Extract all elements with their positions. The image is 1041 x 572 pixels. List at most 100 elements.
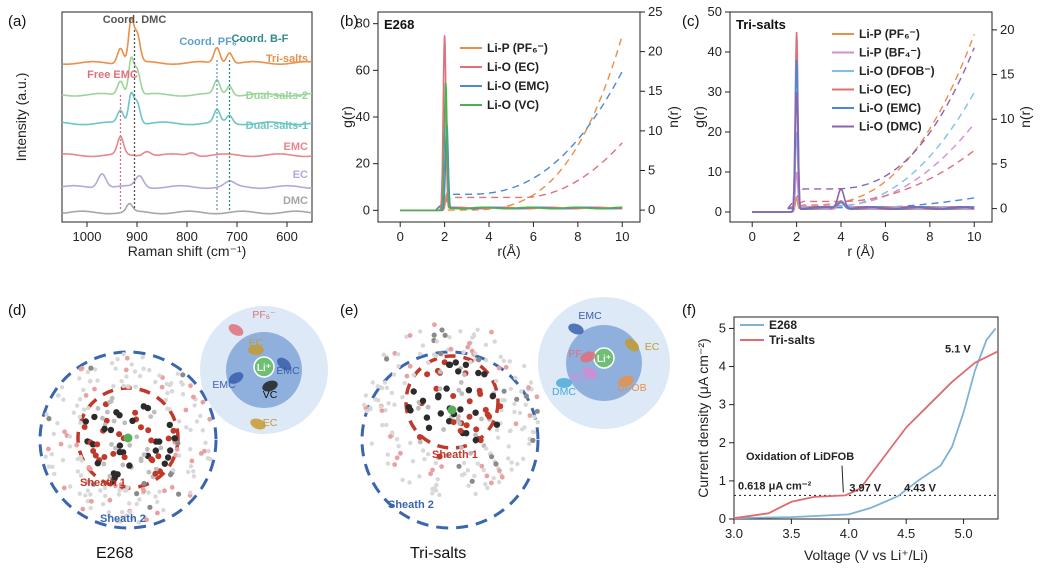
panel-a-series-label: DMC bbox=[283, 195, 308, 207]
pc-ytick-label: 10 bbox=[708, 164, 722, 179]
molecule-atom bbox=[476, 357, 482, 363]
panel-c-rdf-trisalts: (c) Tri-salts 0 2 4 6 8 10 0 10 20 30 40 50 0 5 10 15 20… bbox=[682, 4, 1033, 259]
molecule-atom bbox=[489, 329, 494, 335]
solvent-label: EC bbox=[263, 417, 278, 429]
pb-n-curve bbox=[435, 71, 623, 211]
panel-a-xtick-label: 800 bbox=[176, 229, 198, 244]
molecule-atom bbox=[489, 454, 495, 460]
molecule-atom bbox=[119, 379, 124, 384]
pc-ytick-label: 40 bbox=[708, 44, 722, 59]
molecule-atom bbox=[468, 359, 473, 365]
molecule-atom bbox=[416, 405, 421, 411]
solvent-molecule bbox=[618, 375, 634, 387]
molecule-atom bbox=[88, 492, 93, 497]
panel-a-series-dual-salts-1 bbox=[61, 91, 313, 126]
molecule-atom bbox=[441, 427, 446, 432]
molecule-atom bbox=[198, 451, 204, 456]
molecule-atom bbox=[517, 410, 523, 416]
molecule-atom bbox=[175, 440, 181, 446]
molecule-atom bbox=[103, 417, 110, 424]
molecule-atom bbox=[162, 488, 167, 494]
molecule-atom bbox=[107, 399, 113, 405]
panel-d-sheath2-label: Sheath 2 bbox=[100, 513, 146, 525]
panel-e-sheath2-ring bbox=[360, 350, 540, 530]
molecule-atom bbox=[124, 355, 130, 361]
molecule-atom bbox=[425, 404, 431, 410]
molecule-atom bbox=[77, 414, 83, 420]
panel-a-annotation: Free EMC bbox=[87, 69, 138, 81]
molecule-atom bbox=[471, 332, 477, 337]
molecule-atom bbox=[422, 457, 427, 462]
molecule-atom bbox=[140, 403, 147, 410]
molecule-atom bbox=[466, 398, 473, 405]
molecule-atom bbox=[457, 427, 464, 434]
molecule-atom bbox=[132, 409, 139, 416]
molecule-atom bbox=[166, 421, 173, 429]
molecule-atom bbox=[508, 386, 514, 392]
panel-a-label: (a) bbox=[8, 13, 26, 30]
pb-y2tick-label: 10 bbox=[648, 123, 662, 138]
molecule-atom bbox=[127, 501, 132, 506]
molecule-atom bbox=[466, 413, 473, 420]
pb-xtick-label: 6 bbox=[530, 229, 537, 244]
molecule-atom bbox=[168, 381, 174, 386]
molecule-atom bbox=[438, 350, 444, 357]
panel-e-label: (e) bbox=[340, 302, 358, 319]
molecule-atom bbox=[439, 327, 445, 333]
molecule-atom bbox=[461, 350, 466, 355]
molecule-atom bbox=[113, 483, 118, 489]
molecule-atom bbox=[433, 385, 440, 392]
molecule-atom bbox=[170, 427, 177, 434]
solvent-molecule bbox=[568, 323, 584, 335]
molecule-atom bbox=[465, 344, 471, 350]
panel-f-legend-label: E268 bbox=[769, 318, 797, 332]
solvent-label: BF₄⁻ bbox=[570, 372, 594, 384]
molecule-atom bbox=[161, 460, 168, 467]
molecule-atom bbox=[389, 430, 395, 435]
molecule-atom bbox=[80, 506, 86, 512]
molecule-atom bbox=[122, 420, 128, 426]
panel-f-ytick-label: 3 bbox=[719, 397, 726, 412]
molecule-atom bbox=[522, 425, 527, 430]
molecule-atom bbox=[74, 403, 80, 408]
molecule-atom bbox=[472, 436, 479, 444]
panel-a-series-label: EMC bbox=[284, 141, 309, 153]
molecule-atom bbox=[118, 482, 124, 487]
molecule-atom bbox=[119, 449, 127, 456]
panel-e-solvation-trisalts: (e) Sheath 1 Sheath 2 Li⁺ EMC PF₆⁻ EC BF₄⁻ D… bbox=[340, 297, 670, 562]
molecule-atom bbox=[459, 391, 465, 397]
molecule-atom bbox=[194, 419, 200, 424]
molecule-atom bbox=[49, 452, 54, 457]
panel-f-annotation: Oxidation of LiDFOB bbox=[746, 451, 854, 463]
pb-ytick-label: 40 bbox=[356, 109, 370, 124]
molecule-atom bbox=[378, 404, 384, 409]
molecule-atom bbox=[148, 414, 154, 419]
molecule-atom bbox=[56, 393, 61, 398]
molecule-atom bbox=[479, 463, 485, 469]
panel-a-annotation: Coord. B-F bbox=[232, 33, 289, 45]
molecule-atom bbox=[456, 463, 462, 469]
molecule-atom bbox=[410, 459, 416, 464]
molecule-atom bbox=[463, 422, 470, 429]
panel-e-sheath2-label: Sheath 2 bbox=[388, 499, 434, 511]
molecule-atom bbox=[140, 486, 146, 492]
molecule-atom bbox=[125, 485, 130, 490]
molecule-atom bbox=[512, 409, 517, 415]
molecule-atom bbox=[477, 391, 484, 397]
molecule-atom bbox=[433, 488, 439, 493]
pc-legend-label: Li-O (DFOB⁻) bbox=[859, 64, 935, 78]
pb-xtick-label: 4 bbox=[485, 229, 492, 244]
molecule-atom bbox=[376, 398, 381, 403]
molecule-atom bbox=[117, 488, 122, 493]
molecule-atom bbox=[137, 497, 142, 502]
molecule-atom bbox=[98, 488, 103, 493]
panel-e-sheath1-label: Sheath 1 bbox=[432, 449, 478, 461]
molecule-atom bbox=[467, 341, 472, 346]
molecule-atom bbox=[472, 473, 477, 479]
molecule-atom bbox=[100, 501, 106, 507]
molecule-atom bbox=[469, 478, 475, 484]
panel-c-frame bbox=[729, 11, 993, 223]
pc-g-curve bbox=[752, 91, 975, 213]
